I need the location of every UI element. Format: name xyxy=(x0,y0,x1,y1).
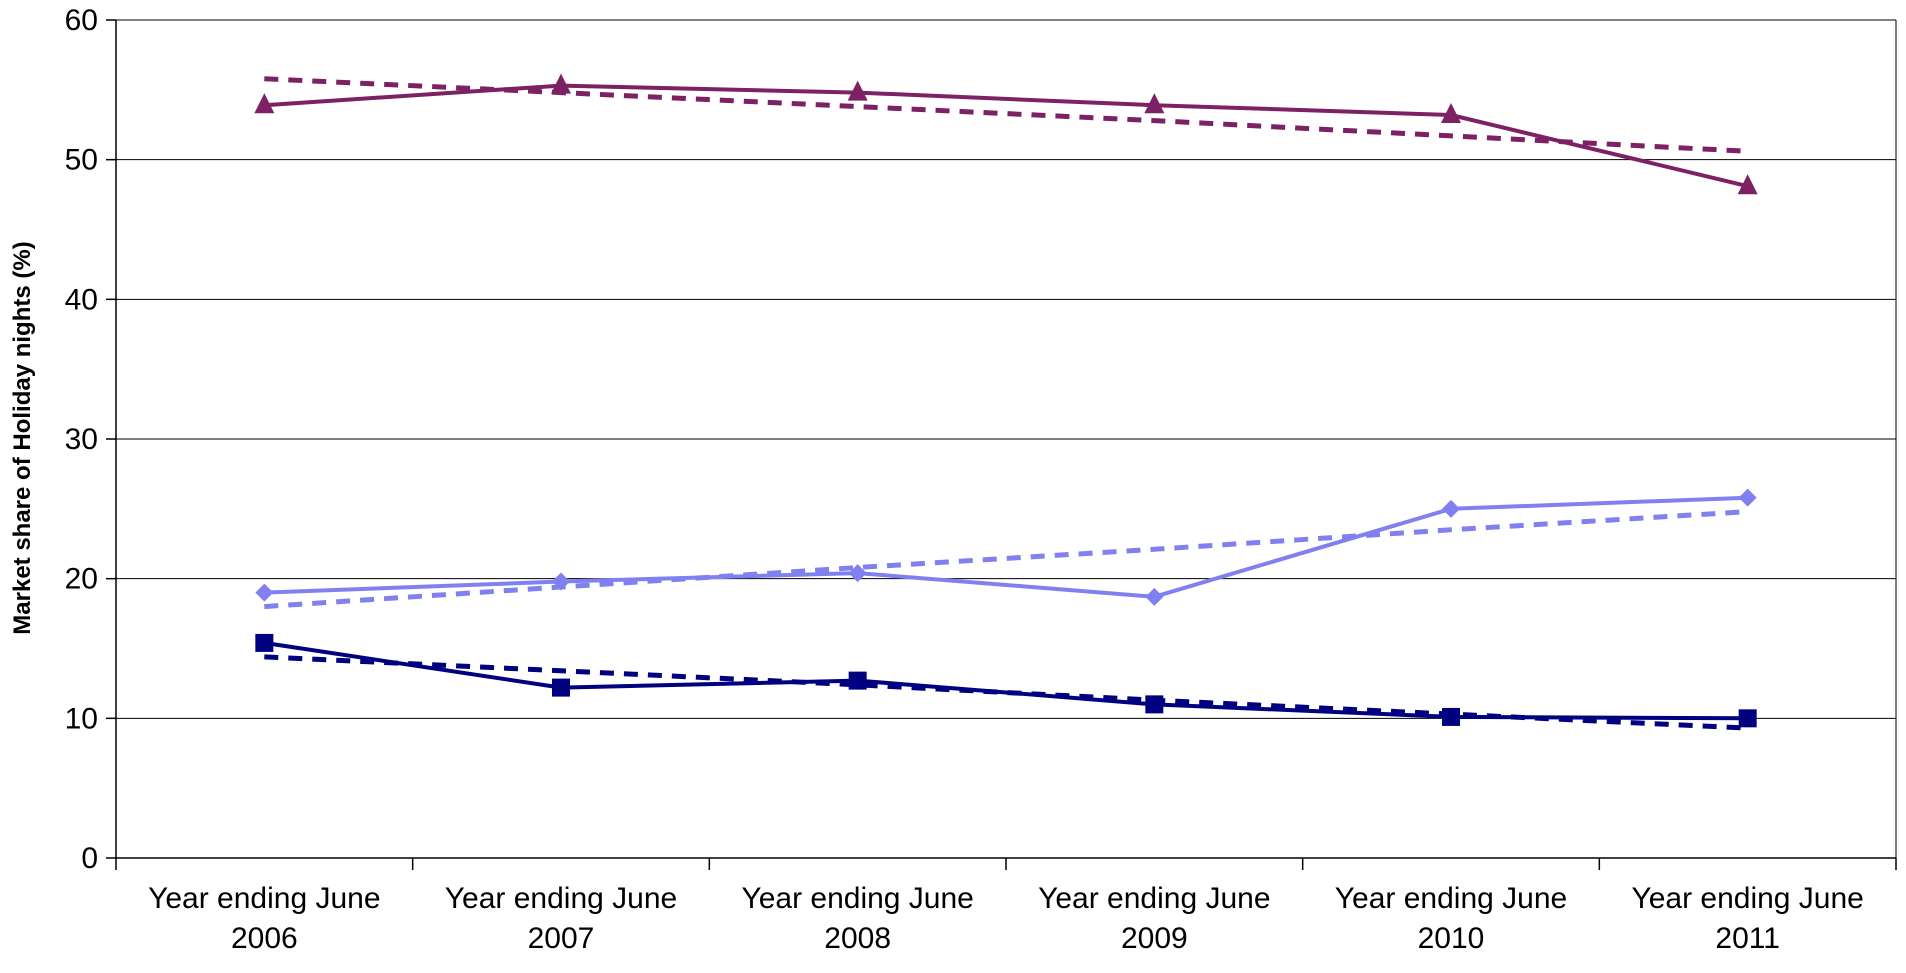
y-tick-label-10: 10 xyxy=(65,702,98,735)
point-0-2 xyxy=(847,80,868,101)
x-tick-label-5: Year ending June 2011 xyxy=(1631,882,1863,955)
y-tick-label-50: 50 xyxy=(65,144,98,177)
y-tick-label-60: 60 xyxy=(65,4,98,37)
trend-line-5 xyxy=(264,654,1748,731)
y-tick-label-0: 0 xyxy=(81,842,98,875)
point-0-4 xyxy=(1441,102,1461,123)
series-line-2 xyxy=(264,495,1748,599)
point-2-4 xyxy=(1442,499,1460,518)
series-group xyxy=(254,73,1758,731)
series-2 xyxy=(255,488,1757,606)
x-tick-label-2: Year ending June 2008 xyxy=(741,882,973,955)
axes xyxy=(106,19,1897,870)
point-4-4 xyxy=(1442,707,1460,726)
x-tick-label-3: Year ending June 2009 xyxy=(1038,882,1270,955)
point-4-0 xyxy=(255,633,274,652)
y-tick-label-40: 40 xyxy=(65,283,98,316)
point-2-0 xyxy=(255,583,274,602)
point-0-5 xyxy=(1737,174,1758,195)
point-0-3 xyxy=(1144,93,1165,114)
tick-labels: 0 10 20 30 40 50 60 Year ending June 2006 Year en… xyxy=(65,4,1864,955)
x-tick-label-1: Year ending June 2007 xyxy=(445,882,677,955)
trend-line-1 xyxy=(264,76,1748,154)
point-0-1 xyxy=(551,73,571,94)
point-2-5 xyxy=(1738,488,1757,507)
series-3 xyxy=(264,509,1748,610)
y-axis-title: Market share of Holiday nights (%) xyxy=(9,241,36,634)
series-0 xyxy=(254,73,1758,195)
series-5 xyxy=(264,654,1748,731)
series-1 xyxy=(264,76,1748,154)
point-0-0 xyxy=(254,93,275,114)
point-4-5 xyxy=(1738,709,1757,728)
gridlines xyxy=(116,19,1896,719)
y-tick-label-30: 30 xyxy=(65,423,98,456)
point-2-2 xyxy=(848,564,867,583)
point-2-3 xyxy=(1145,587,1164,606)
x-tick-label-0: Year ending June 2006 xyxy=(148,882,380,955)
series-4 xyxy=(255,633,1757,728)
series-line-4 xyxy=(264,640,1748,721)
trend-line-3 xyxy=(264,509,1748,610)
x-tick-label-4: Year ending June 2010 xyxy=(1335,882,1567,955)
point-4-1 xyxy=(552,678,570,697)
y-tick-label-20: 20 xyxy=(65,563,98,596)
series-line-0 xyxy=(264,83,1749,189)
